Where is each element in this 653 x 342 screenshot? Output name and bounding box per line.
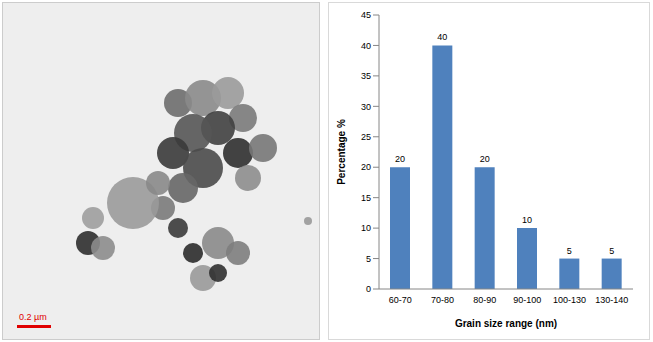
svg-text:40: 40 [361,41,371,51]
svg-text:70-80: 70-80 [431,295,454,305]
svg-text:10: 10 [361,223,371,233]
svg-text:5: 5 [366,254,371,264]
svg-text:35: 35 [361,71,371,81]
svg-text:100-130: 100-130 [553,295,586,305]
svg-text:5: 5 [609,246,614,256]
svg-text:15: 15 [361,193,371,203]
svg-text:Percentage %: Percentage % [336,119,347,185]
svg-text:40: 40 [437,32,447,42]
svg-text:0.2 µm: 0.2 µm [19,312,47,322]
svg-text:25: 25 [361,132,371,142]
svg-text:45: 45 [361,10,371,20]
svg-text:20: 20 [480,154,490,164]
svg-text:30: 30 [361,102,371,112]
svg-text:10: 10 [522,215,532,225]
svg-text:130-140: 130-140 [595,295,628,305]
svg-text:20: 20 [361,162,371,172]
svg-text:20: 20 [395,154,405,164]
svg-text:90-100: 90-100 [513,295,541,305]
svg-text:5: 5 [567,246,572,256]
svg-text:0: 0 [366,284,371,294]
svg-text:80-90: 80-90 [473,295,496,305]
svg-text:60-70: 60-70 [389,295,412,305]
svg-text:Grain size range (nm): Grain size range (nm) [455,318,557,329]
